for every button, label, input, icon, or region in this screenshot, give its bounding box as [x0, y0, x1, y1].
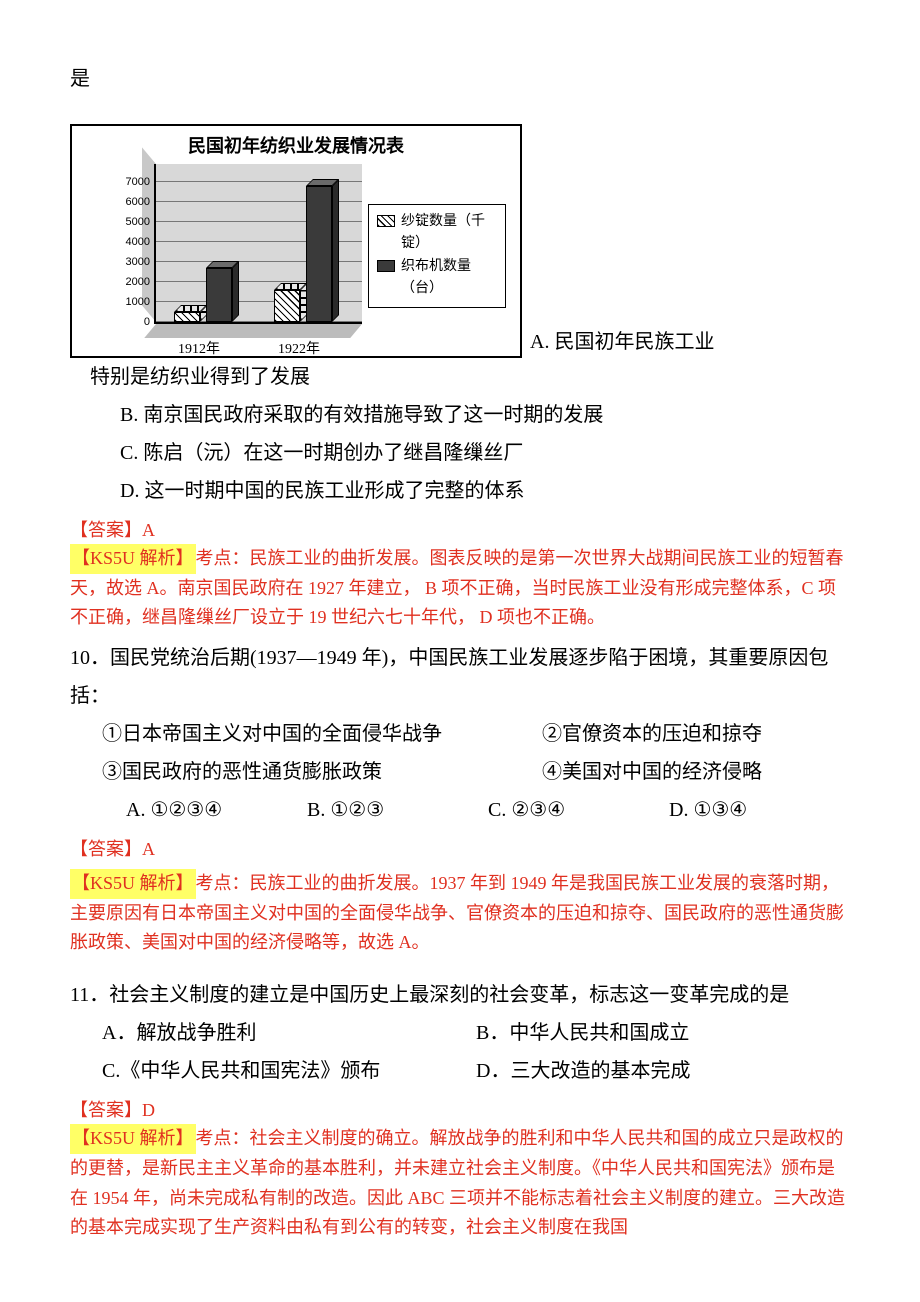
chart-title: 民国初年纺织业发展情况表: [72, 126, 520, 158]
q11-option-b: B．中华人民共和国成立: [476, 1014, 850, 1052]
q9-option-c: C. 陈启（沅）在这一时期创办了继昌隆缫丝厂: [70, 434, 850, 472]
q10-option-d: D. ①③④: [669, 791, 850, 829]
q11-option-d: D．三大改造的基本完成: [476, 1052, 850, 1090]
q9-option-d: D. 这一时期中国的民族工业形成了完整的体系: [70, 472, 850, 510]
ytick: 7000: [126, 176, 150, 188]
q10-items-row2: ③国民政府的恶性通货膨胀政策 ④美国对中国的经济侵略: [70, 753, 850, 791]
q10-answer: 【答案】A: [70, 835, 850, 861]
bar-1922-spindles: [274, 290, 300, 322]
document-page: 是 民国初年纺织业发展情况表 0 1000 2000 3: [0, 0, 920, 1283]
legend-item: 纱锭数量（千锭）: [377, 211, 497, 256]
q10-item-2: ②官僚资本的压迫和掠夺: [542, 715, 850, 753]
bar-1912-looms: [206, 268, 232, 322]
chart-plot: 0 1000 2000 3000 4000 5000 6000 7000: [134, 162, 362, 324]
legend-label: 纱锭数量（千锭）: [401, 211, 497, 256]
legend-swatch-solid: [377, 260, 395, 272]
q10-options: A. ①②③④ B. ①②③ C. ②③④ D. ①③④: [70, 791, 850, 829]
legend-swatch-hatch: [377, 215, 395, 227]
q9-analysis: 【KS5U 解析】考点：民族工业的曲折发展。图表反映的是第一次世界大战期间民族工…: [70, 544, 850, 633]
bar-1912-spindles: [174, 312, 200, 322]
q10-option-c: C. ②③④: [488, 791, 669, 829]
q10-stem: 10．国民党统治后期(1937—1949 年)，中国民族工业发展逐步陷于困境，其…: [70, 639, 850, 715]
q11-options-row2: C.《中华人民共和国宪法》颁布 D．三大改造的基本完成: [70, 1052, 850, 1090]
legend-item: 织布机数量（台）: [377, 256, 497, 301]
ytick: 1000: [126, 296, 150, 308]
q10-option-b: B. ①②③: [307, 791, 488, 829]
chart-floor: [144, 324, 362, 338]
xlabel-1912: 1912年: [178, 338, 220, 358]
q11-option-c: C.《中华人民共和国宪法》颁布: [102, 1052, 476, 1090]
q11-options-row1: A．解放战争胜利 B．中华人民共和国成立: [70, 1014, 850, 1052]
xlabel-1922: 1922年: [278, 338, 320, 358]
q10-option-a: A. ①②③④: [126, 791, 307, 829]
q11-analysis: 【KS5U 解析】考点：社会主义制度的确立。解放战争的胜利和中华人民共和国的成立…: [70, 1124, 850, 1243]
q11-option-a: A．解放战争胜利: [102, 1014, 476, 1052]
analysis-tag: 【KS5U 解析】: [70, 869, 196, 899]
q9-option-b: B. 南京国民政府采取的有效措施导致了这一时期的发展: [70, 396, 850, 434]
ytick: 0: [144, 316, 150, 328]
q10-item-3: ③国民政府的恶性通货膨胀政策: [102, 753, 542, 791]
y-axis: [154, 164, 156, 324]
q11-stem: 11．社会主义制度的建立是中国历史上最深刻的社会变革，标志这一变革完成的是: [70, 976, 850, 1014]
legend-label: 织布机数量（台）: [401, 256, 497, 301]
ytick: 4000: [126, 236, 150, 248]
ytick: 5000: [126, 216, 150, 228]
q10-item-1: ①日本帝国主义对中国的全面侵华战争: [102, 715, 542, 753]
q10-analysis: 【KS5U 解析】考点：民族工业的曲折发展。1937 年到 1949 年是我国民…: [70, 869, 850, 958]
q11-answer: 【答案】D: [70, 1096, 850, 1122]
analysis-tag: 【KS5U 解析】: [70, 1124, 196, 1154]
analysis-tag: 【KS5U 解析】: [70, 544, 196, 574]
ytick: 3000: [126, 256, 150, 268]
q10-items-row1: ①日本帝国主义对中国的全面侵华战争 ②官僚资本的压迫和掠夺: [70, 715, 850, 753]
chart-row: 民国初年纺织业发展情况表 0 1000 2000 3000 4000: [70, 124, 850, 358]
q9-option-a-part2: 特别是纺织业得到了发展: [70, 358, 850, 396]
ytick: 6000: [126, 196, 150, 208]
q10-item-4: ④美国对中国的经济侵略: [542, 753, 850, 791]
textile-chart: 民国初年纺织业发展情况表 0 1000 2000 3000 4000: [70, 124, 522, 358]
x-axis: [154, 322, 362, 324]
bar-1922-looms: [306, 186, 332, 322]
q9-answer: 【答案】A: [70, 516, 850, 542]
leading-char: 是: [70, 60, 850, 98]
ytick: 2000: [126, 276, 150, 288]
q9-option-a-part1: A. 民国初年民族工业: [530, 325, 714, 354]
chart-legend: 纱锭数量（千锭） 织布机数量（台）: [368, 204, 506, 308]
